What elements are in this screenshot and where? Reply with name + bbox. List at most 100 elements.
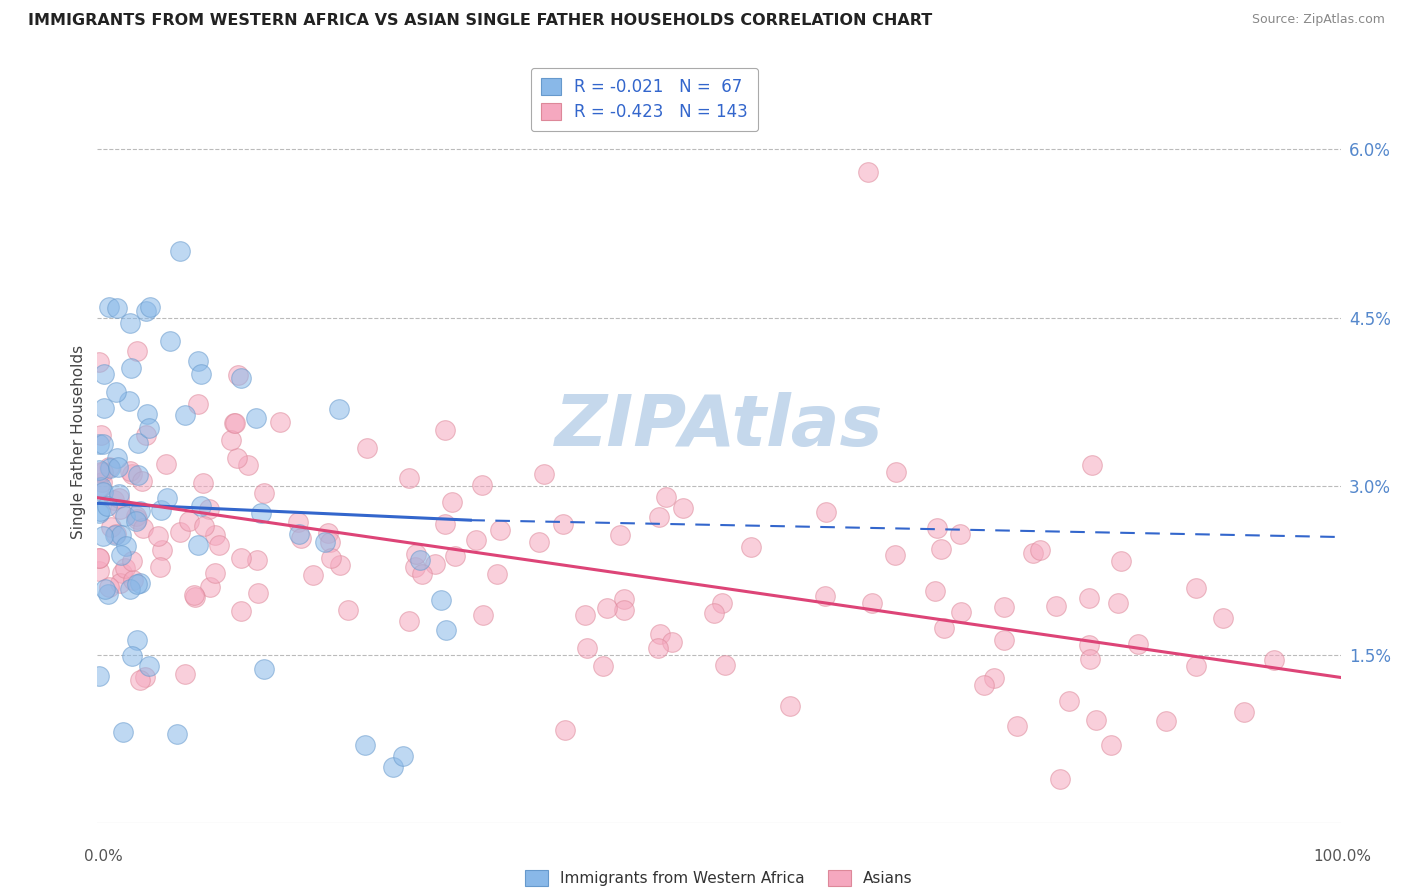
Point [150,543,173,558]
Point [87,462,110,476]
Point [1045,599,1067,613]
Point [149,560,172,574]
Point [105,526,128,541]
Point [423,557,446,571]
Point [464,533,486,547]
Point [471,608,494,623]
Point [93,401,115,415]
Point [197,501,219,516]
Point [97,587,120,601]
Point [245,411,267,425]
Point [471,477,494,491]
Point [174,666,197,681]
Point [87,480,110,494]
Point [814,589,837,603]
Point [121,574,143,588]
Point [136,407,159,421]
Point [219,433,242,447]
Point [87,355,110,369]
Point [120,316,142,330]
Point [252,662,274,676]
Point [91,485,114,500]
Point [87,507,110,521]
Point [527,535,550,549]
Point [983,671,1005,685]
Point [127,467,149,482]
Point [125,577,148,591]
Point [135,303,157,318]
Point [166,726,188,740]
Point [672,500,695,515]
Point [190,367,212,381]
Point [405,547,427,561]
Point [858,165,880,179]
Point [398,471,420,485]
Point [111,566,134,580]
Point [98,300,121,314]
Point [443,549,465,564]
Point [124,509,146,524]
Point [1111,554,1133,568]
Point [226,450,249,465]
Point [314,535,336,549]
Point [246,586,269,600]
Point [398,614,420,628]
Point [613,603,636,617]
Point [319,535,342,549]
Point [661,635,683,649]
Point [135,427,157,442]
Point [779,699,801,714]
Point [98,580,121,594]
Point [90,428,112,442]
Point [319,550,342,565]
Text: 100.0%: 100.0% [1313,849,1371,863]
Point [91,465,114,479]
Point [434,623,457,637]
Point [710,596,733,610]
Point [187,538,209,552]
Point [551,516,574,531]
Point [1049,772,1071,786]
Point [336,603,359,617]
Point [90,479,112,493]
Point [356,441,378,455]
Point [1263,653,1285,667]
Point [155,458,177,472]
Point [434,423,457,437]
Point [1077,638,1099,652]
Point [932,621,955,635]
Point [134,670,156,684]
Point [411,566,433,581]
Point [193,518,215,533]
Point [253,486,276,500]
Point [441,495,464,509]
Point [993,599,1015,614]
Point [429,592,451,607]
Point [89,465,111,479]
Point [127,436,149,450]
Point [229,604,252,618]
Point [87,550,110,565]
Point [183,588,205,602]
Point [132,521,155,535]
Point [883,548,905,562]
Point [107,459,129,474]
Point [1080,458,1102,473]
Point [740,540,762,554]
Point [105,384,128,399]
Point [187,397,209,411]
Point [112,724,135,739]
Point [93,437,115,451]
Point [1184,658,1206,673]
Point [87,669,110,683]
Point [592,658,614,673]
Y-axis label: Single Father Households: Single Father Households [72,344,86,539]
Point [290,531,312,545]
Point [114,560,136,574]
Point [269,415,291,429]
Point [198,580,221,594]
Point [120,464,142,478]
Point [159,334,181,348]
Point [110,548,132,562]
Point [156,491,179,505]
